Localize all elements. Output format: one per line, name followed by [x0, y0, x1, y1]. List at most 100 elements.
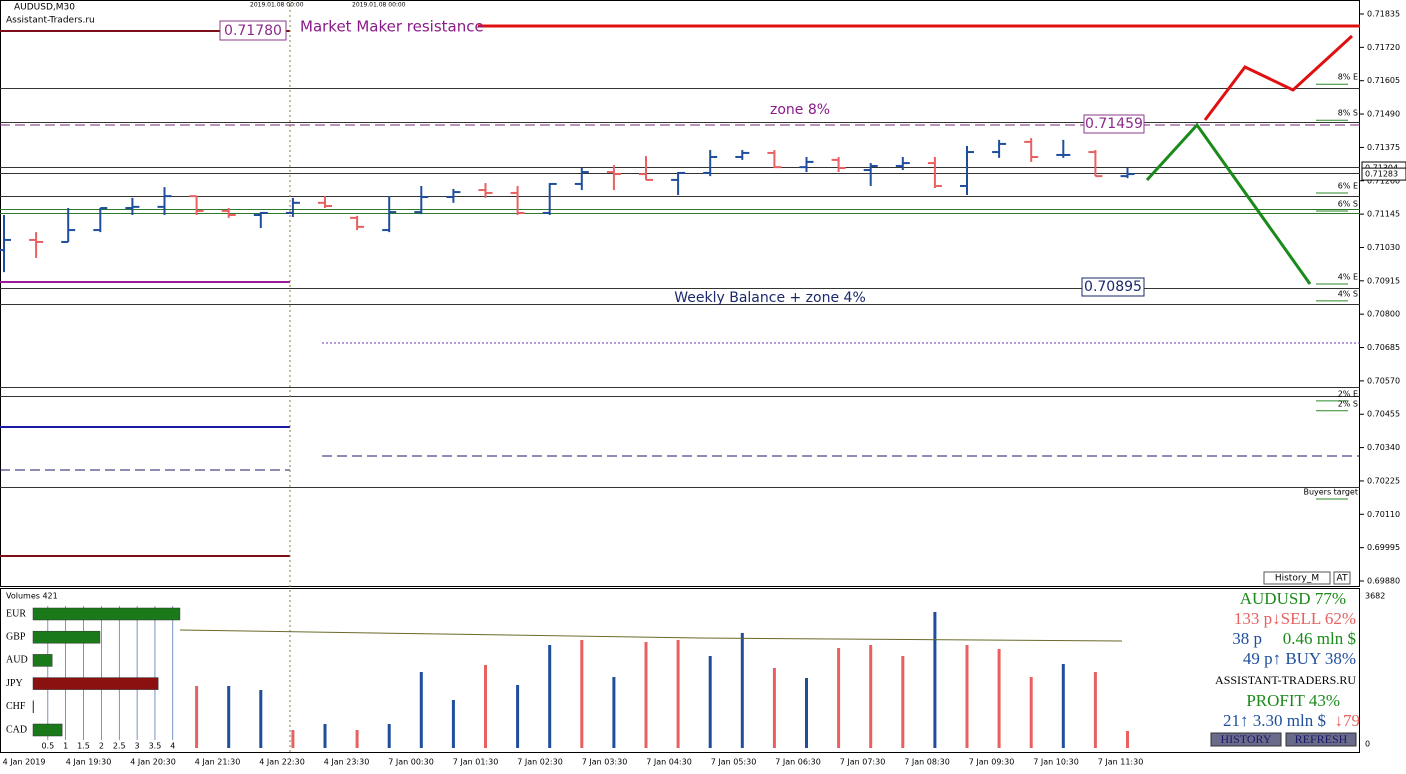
- volume-bar: [997, 648, 1001, 748]
- price-box-text: 0.71780: [224, 23, 282, 39]
- time-label: 7 Jan 07:30: [840, 758, 886, 767]
- currency-bar: [32, 630, 101, 644]
- price-label: 0.71835: [1367, 10, 1400, 19]
- button[interactable]: [1210, 732, 1282, 747]
- volumes-max: 3682: [1365, 592, 1385, 601]
- info-panel: AUDUSD 77% 133 p↓SELL 62% 38 p 0.46 mln …: [1210, 589, 1360, 747]
- price-label: 0.69995: [1367, 543, 1400, 552]
- price-label: 0.69880: [1367, 577, 1400, 586]
- info: 49 p↑ BUY 38%: [1243, 649, 1356, 668]
- currency-bar: [32, 700, 34, 714]
- currency-tick: 1: [63, 742, 68, 751]
- annotation: zone 8%: [770, 102, 830, 118]
- time-label: 4 Jan 2019: [3, 758, 46, 767]
- date: 2019.01.08 00:00: [352, 2, 406, 9]
- info: PROFIT 43%: [1246, 691, 1340, 710]
- currency-name: CHF: [6, 701, 26, 712]
- volume-bar: [837, 647, 841, 748]
- volume-bar: [195, 686, 199, 748]
- price-label: 0.71145: [1367, 210, 1400, 219]
- currency-name: GBP: [6, 631, 26, 642]
- currency-bar: [32, 723, 63, 737]
- volume-bar: [580, 639, 584, 748]
- time-label: 7 Jan 06:30: [775, 758, 821, 767]
- time-label: 7 Jan 09:30: [969, 758, 1015, 767]
- time-label: 7 Jan 03:30: [582, 758, 628, 767]
- currency-tick: 3.5: [149, 742, 162, 751]
- price-label: 0.70340: [1367, 443, 1400, 452]
- volume-bar: [1061, 663, 1065, 748]
- price-box: [1083, 114, 1145, 134]
- price-label: 0.70110: [1367, 510, 1400, 519]
- zone-tag: 8% E: [1338, 73, 1358, 82]
- currency-tick: 0.5: [41, 742, 54, 751]
- volume-bar: [1029, 676, 1033, 748]
- volume-bar: [419, 671, 423, 748]
- price-label: 0.71030: [1367, 243, 1400, 252]
- volume-bar: [1093, 671, 1097, 748]
- volume-bar: [484, 664, 487, 748]
- volume-bar: [548, 644, 552, 748]
- arrow-down: [1145, 122, 1312, 285]
- info: ASSISTANT-TRADERS.RU: [1215, 673, 1356, 687]
- volume-bar: [708, 656, 712, 748]
- volumes-title: Volumes 421: [6, 592, 58, 601]
- volume-bar: [612, 676, 616, 748]
- volume-bar: [901, 656, 905, 748]
- button[interactable]: [1285, 732, 1357, 747]
- volume-bar: [1126, 731, 1129, 748]
- time-label: 4 Jan 20:30: [130, 758, 176, 767]
- time-label: 4 Jan 22:30: [259, 758, 305, 767]
- currency-name: EUR: [6, 608, 26, 619]
- button-label[interactable]: REFRESH: [1295, 732, 1348, 746]
- info: 133 p↓SELL 62%: [1234, 609, 1356, 628]
- arrow-up: [1203, 34, 1354, 121]
- symbol: AUDUSD,M30: [14, 3, 75, 13]
- price-box: [219, 20, 287, 41]
- price-box: [1081, 277, 1145, 297]
- currency-bar: [32, 654, 53, 667]
- info: 0.46 mln $: [1283, 629, 1356, 648]
- button[interactable]: [1333, 571, 1351, 585]
- zone-tag: 2% E: [1338, 389, 1358, 398]
- time-label: 7 Jan 05:30: [711, 758, 757, 767]
- volume-bar: [805, 677, 808, 748]
- time-label: 7 Jan 02:30: [517, 758, 563, 767]
- price-label: 0.71375: [1367, 143, 1400, 152]
- price-box-text: 0.70895: [1084, 279, 1142, 295]
- button-label[interactable]: History_M: [1275, 574, 1319, 584]
- volume-bar: [740, 632, 744, 748]
- time-label: 4 Jan 23:30: [324, 758, 370, 767]
- time-label: 7 Jan 00:30: [388, 758, 434, 767]
- info: AUDUSD 77%: [1240, 589, 1346, 608]
- zone-tag: 8% S: [1338, 109, 1358, 118]
- price-box-text: 0.71459: [1085, 116, 1143, 132]
- volume-bar: [676, 639, 680, 748]
- volume-ma: [179, 629, 1123, 642]
- button-label[interactable]: HISTORY: [1220, 732, 1271, 746]
- time-label: 7 Jan 10:30: [1033, 758, 1079, 767]
- volume-frame: [0, 588, 1360, 753]
- price-label: 0.70800: [1367, 310, 1400, 319]
- volume-bar: [933, 611, 937, 748]
- currency-tick: 1.5: [77, 742, 90, 751]
- current-price-label: 0.71283: [1365, 170, 1398, 179]
- time-label: 7 Jan 11:30: [1098, 758, 1144, 767]
- price-label: 0.70570: [1367, 376, 1400, 385]
- price-label: 0.71720: [1367, 43, 1400, 52]
- volume-bar: [965, 644, 969, 748]
- annotation: Market Maker resistance: [300, 18, 484, 36]
- site: Assistant-Traders.ru: [6, 16, 95, 26]
- currency-tick: 2: [99, 742, 104, 751]
- button[interactable]: [1263, 571, 1331, 585]
- zone-tag: 6% S: [1338, 199, 1358, 208]
- date: 2019.01.08 00:00: [250, 2, 304, 9]
- currency-tick: 3: [135, 742, 140, 751]
- price-label: 0.71490: [1367, 110, 1400, 119]
- button-label[interactable]: AT: [1337, 574, 1348, 584]
- time-label: 7 Jan 01:30: [453, 758, 499, 767]
- info: 38 p: [1232, 629, 1262, 648]
- currency-tick: 4: [170, 742, 175, 751]
- price-label: 0.70685: [1367, 343, 1400, 352]
